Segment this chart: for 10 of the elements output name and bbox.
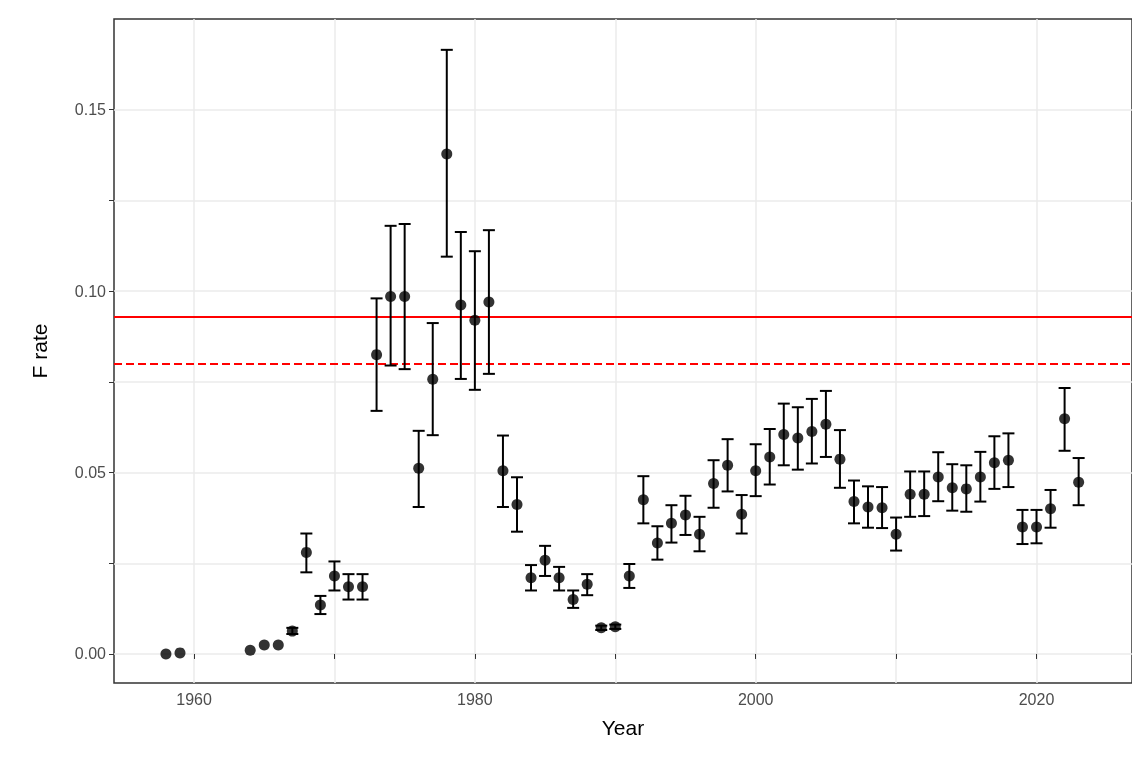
y-tick-label: 0.05 [74,464,107,482]
x-tick-label: 1980 [457,690,493,708]
text: 0.00 [74,645,106,663]
y-tick-label: 0.15 [74,101,107,119]
x-axis-title: Year [601,716,645,739]
y-tick-label: 0.10 [74,282,107,300]
y-axis-title: F rate [28,323,51,379]
x-tick-label: 2020 [1018,690,1055,708]
x-tick-label: 2000 [737,690,774,708]
x-tick-label: 1960 [176,690,212,708]
